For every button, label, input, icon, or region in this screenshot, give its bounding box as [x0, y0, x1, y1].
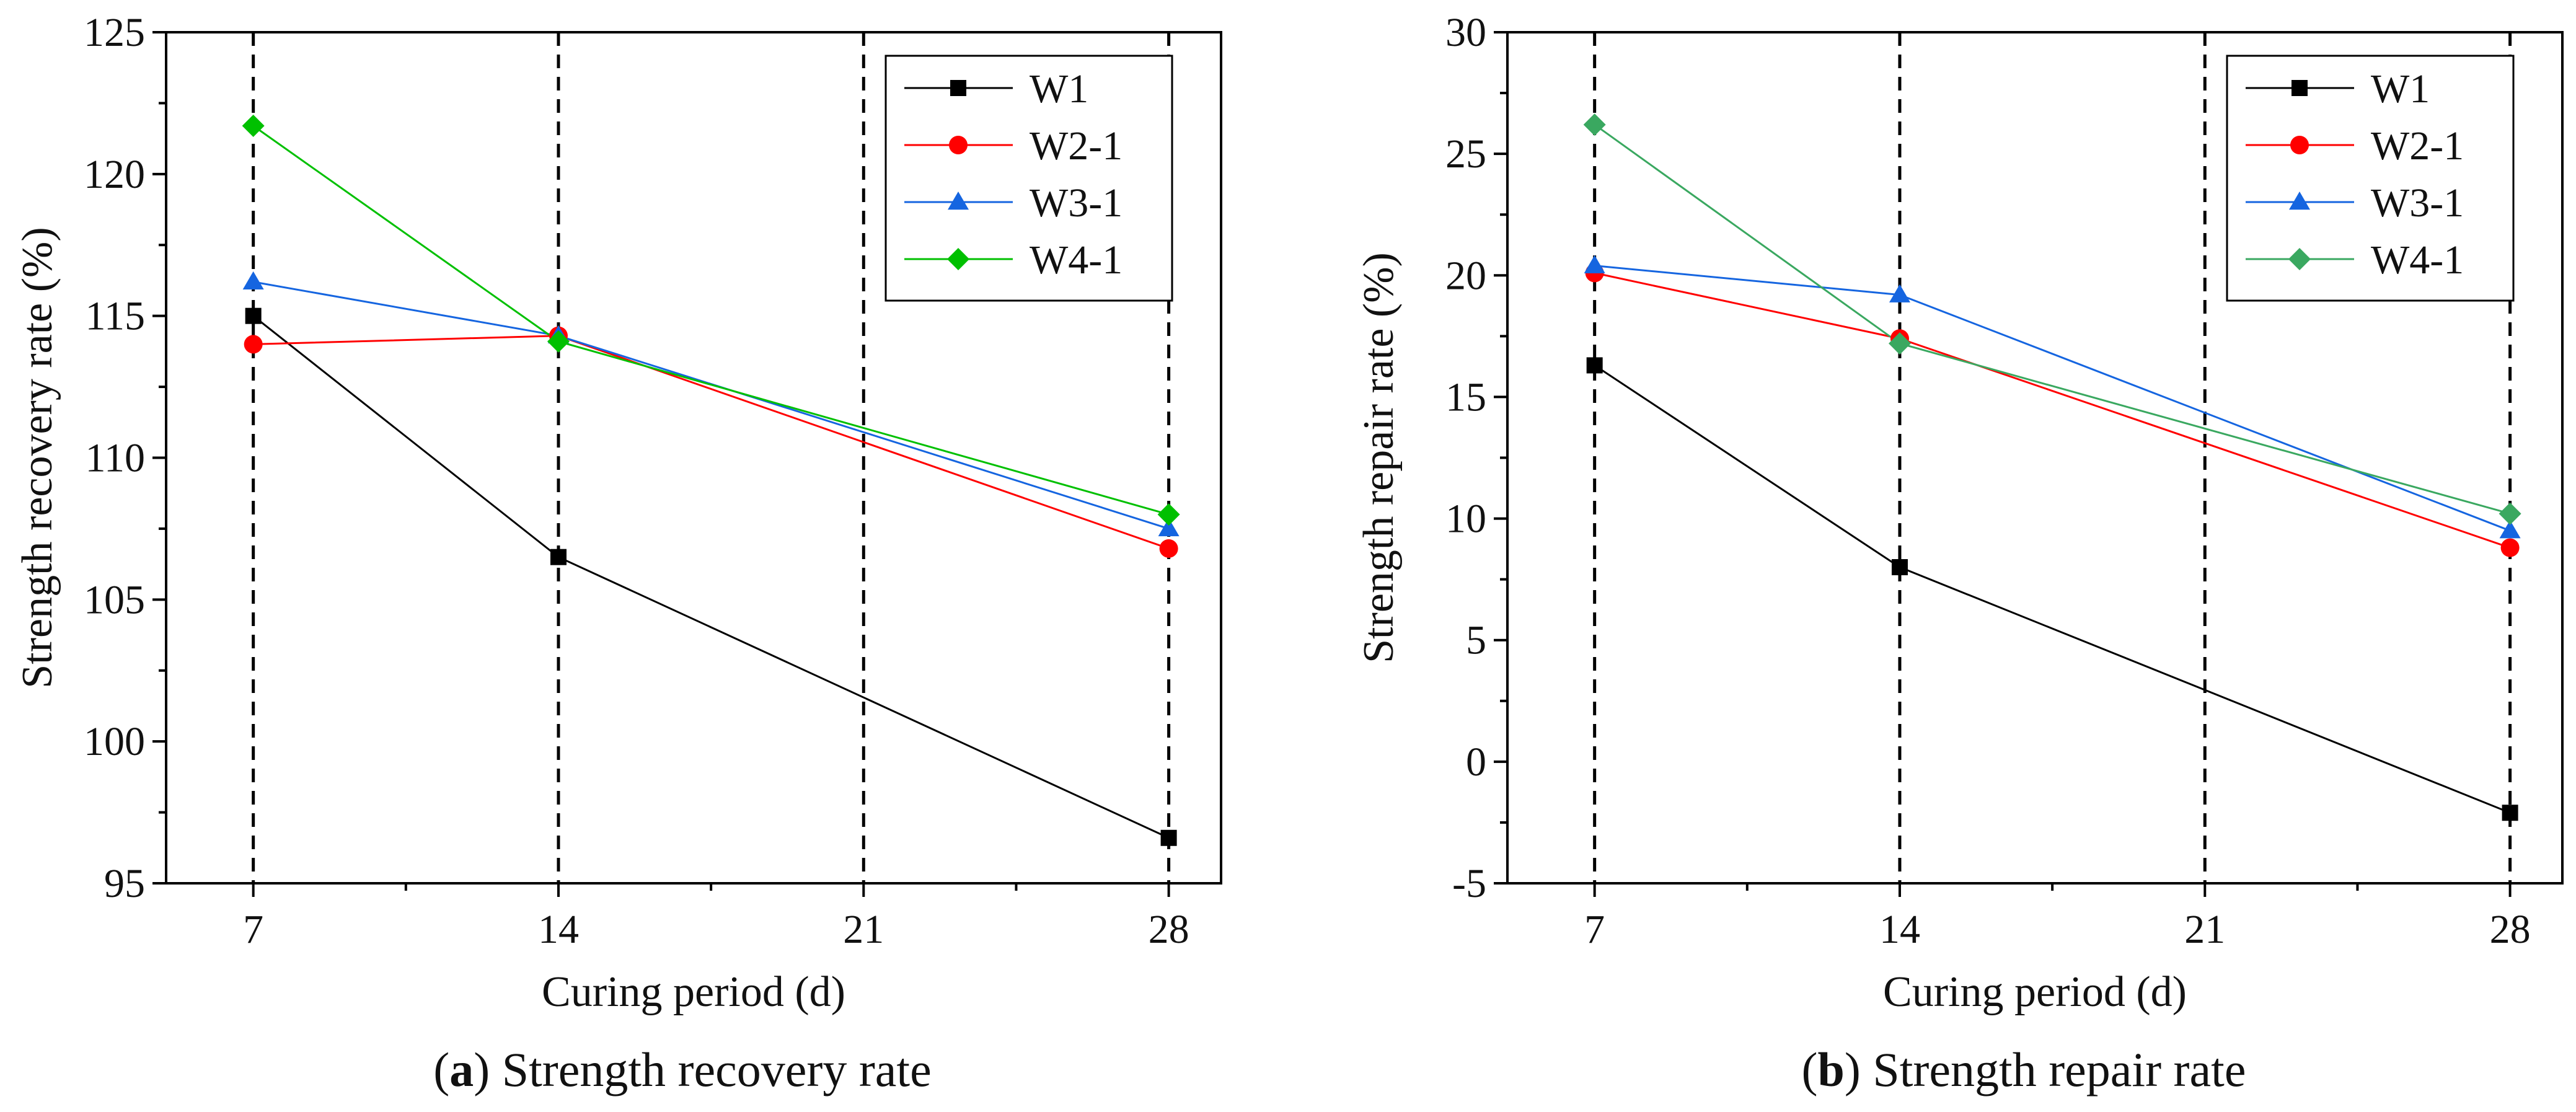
- chart-b-repair-rate: -5 0 5 10 15 20 25 30 7 14 21 28 Curing period (d) St…: [1355, 10, 2564, 1097]
- y-tick-label: 100: [84, 719, 145, 764]
- legend-label-w2-1: W2-1: [2371, 123, 2464, 169]
- x-tick-label: 7: [243, 907, 263, 952]
- legend-marker-w1: [950, 80, 966, 96]
- series-line-w2-1: [253, 335, 1170, 550]
- y-tick-label: 5: [1466, 618, 1486, 663]
- legend-label-w1: W1: [1030, 66, 1088, 112]
- legend-marker-w1: [2291, 80, 2308, 96]
- y-tick-label: 110: [85, 436, 145, 481]
- x-tick-label: 28: [2490, 907, 2531, 952]
- y-tick-label: 0: [1466, 739, 1486, 785]
- x-axis-title: Curing period (d): [1883, 968, 2187, 1016]
- y-tick-label: 125: [84, 10, 145, 55]
- y-tick-label: 25: [1445, 131, 1486, 177]
- legend-label-w4-1: W4-1: [1030, 237, 1123, 283]
- data-point-w1: [1891, 559, 1908, 576]
- data-point-w3-1: [1584, 255, 1605, 273]
- data-point-w3-1: [1889, 284, 1910, 302]
- y-axis-title: Strength recovery rate (%): [14, 227, 61, 688]
- legend-box: [2226, 55, 2515, 302]
- y-tick-label: 20: [1445, 253, 1486, 298]
- y-tick-label: 95: [104, 861, 145, 906]
- legend-box: [884, 55, 1173, 302]
- legend-marker-w4-1: [947, 248, 969, 270]
- series-line-w2-1: [1594, 271, 2511, 549]
- legend-marker-w4-1: [2288, 248, 2311, 270]
- data-point-w1: [245, 307, 262, 324]
- x-tick-label: 21: [2184, 907, 2225, 952]
- legend-label-w4-1: W4-1: [2371, 237, 2464, 283]
- legend-marker-w2-1: [2290, 136, 2309, 154]
- legend-marker-w3-1: [948, 192, 969, 210]
- x-tick-label: 14: [1879, 907, 1920, 952]
- data-point-w4-1: [242, 115, 265, 138]
- data-point-w4-1: [1583, 113, 1606, 136]
- x-tick-label: 14: [538, 907, 579, 952]
- x-tick-label: 28: [1149, 907, 1189, 952]
- y-tick-label: 30: [1445, 10, 1486, 55]
- data-point-w1: [550, 549, 567, 565]
- data-point-w4-1: [2499, 502, 2521, 525]
- x-axis-title: Curing period (d): [542, 968, 845, 1016]
- data-point-w4-1: [1157, 503, 1180, 526]
- y-tick-label: 15: [1445, 374, 1486, 420]
- x-tick-label: 21: [843, 907, 884, 952]
- legend-label-w2-1: W2-1: [1030, 123, 1123, 169]
- series-line-w3-1: [253, 281, 1170, 530]
- data-point-w4-1: [1888, 332, 1911, 355]
- series-line-w3-1: [1594, 265, 2511, 532]
- data-point-w3-1: [242, 271, 264, 289]
- series-line-w1: [1594, 364, 2511, 814]
- chart-a-recovery-rate: 95 100 105 110 115 120 125 7 14 21 28 Curing period…: [14, 10, 1222, 1097]
- data-point-w1: [1586, 357, 1603, 374]
- chart-caption: (b) Strength repair rate: [1802, 1043, 2246, 1097]
- x-tick-label: 7: [1584, 907, 1605, 952]
- legend-marker-w2-1: [949, 136, 968, 154]
- y-tick-label: -5: [1452, 861, 1486, 906]
- chart-caption: (a) Strength recovery rate: [433, 1043, 931, 1097]
- data-point-w2-1: [2500, 538, 2520, 557]
- data-point-w1: [2502, 805, 2518, 821]
- y-axis-title: Strength repair rate (%): [1355, 252, 1403, 663]
- data-point-w2-1: [1159, 539, 1178, 558]
- series-line-w1: [252, 315, 1170, 839]
- y-tick-label: 105: [84, 577, 145, 622]
- legend-marker-w3-1: [2289, 192, 2310, 210]
- data-point-w1: [1160, 829, 1177, 846]
- legend-label-w3-1: W3-1: [1030, 180, 1123, 226]
- data-point-w2-1: [244, 335, 263, 354]
- legend-label-w3-1: W3-1: [2371, 180, 2464, 226]
- y-tick-label: 10: [1445, 496, 1486, 542]
- data-point-w4-1: [547, 330, 570, 353]
- legend-label-w1: W1: [2371, 66, 2430, 112]
- y-tick-label: 120: [84, 152, 145, 197]
- y-tick-label: 115: [85, 294, 145, 339]
- data-point-w3-1: [1158, 518, 1180, 537]
- data-point-w3-1: [2499, 520, 2521, 539]
